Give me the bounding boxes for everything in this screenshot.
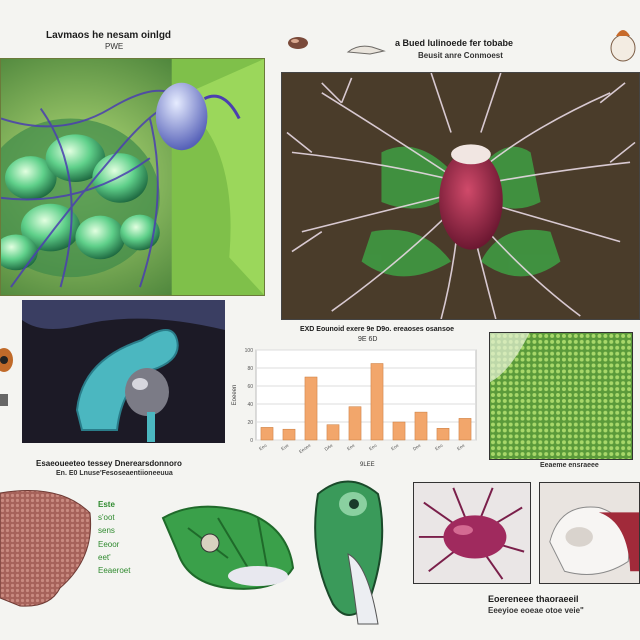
- x-tick-label: Eeo: [368, 442, 378, 451]
- x-tick-label: Eeo: [434, 442, 444, 451]
- caption-top-right-sub: Beusit anre Conmoest: [418, 51, 503, 60]
- x-tick-label: Eee: [456, 442, 466, 451]
- caption-mid-left: Esaeoueeteo tessey Dnerearsdonnoro: [36, 459, 182, 468]
- x-tick-label: Dee: [412, 442, 422, 451]
- chart-bar: [326, 424, 340, 441]
- edge-small-icon: [0, 394, 8, 406]
- bottom-label: s'oot: [98, 513, 115, 523]
- green-creature-panel: [158, 498, 298, 596]
- small-specimen-icon: [288, 37, 308, 49]
- y-tick-label: 20: [247, 420, 253, 426]
- caption-mid-left-sub: En. E0 Lnuse'Fesoseaentiioneeuua: [56, 470, 173, 477]
- caption-top-left-sub: PWE: [105, 42, 124, 51]
- caption-top-right: a Bued lulinoede fer tobabe: [395, 38, 514, 48]
- chart-bar: [304, 376, 318, 441]
- bar-chart: 100 80 60 40 20 0 Eoeeen Eeo Eue Eeoee DAe Eee Eeo Eo…: [232, 348, 477, 454]
- caption-top-left: Lavmaos he nesam oinlgd: [46, 30, 172, 41]
- chart-bar: [414, 411, 428, 441]
- bottom-label: Eeoor: [98, 539, 120, 549]
- x-tick-label: DAe: [324, 442, 334, 451]
- root-organ-panel: [281, 72, 640, 320]
- chart-bar: [370, 363, 384, 441]
- chart-bar: [348, 406, 362, 441]
- bottom-labels: Este s'oot sens Eeoor eet' Eeaeroet: [98, 500, 168, 575]
- bottom-label: Eeaeroet: [98, 565, 131, 575]
- chart-plot-area: [255, 349, 477, 441]
- green-pod-panel: [308, 474, 390, 626]
- bottom-label: eet': [98, 552, 111, 562]
- chart-title-sub: 9E 6D: [358, 336, 378, 343]
- y-tick-label: 0: [250, 438, 253, 444]
- bottom-label: sens: [98, 526, 115, 536]
- y-axis-label: Eoeeen: [232, 385, 238, 406]
- edge-eye-icon: [0, 348, 13, 372]
- chart-bar: [458, 418, 472, 441]
- chart-bar: [282, 428, 296, 441]
- x-tick-label: Eeo: [258, 442, 268, 451]
- caption-mid-right: Eeaeme ensraeee: [540, 462, 599, 469]
- chart-title: EXD Eounoid exere 9e D9o. ereaoses osans…: [299, 326, 455, 333]
- caption-bottom-right-sub: Eeeyioe eoeae otoe veie": [488, 606, 584, 615]
- green-organ-panel: [0, 58, 265, 296]
- x-tick-label: Eue: [280, 442, 290, 451]
- spiny-specimen-panel: [413, 482, 531, 584]
- x-tick-label: Eeoee: [298, 442, 312, 454]
- green-tissue-panel: [489, 332, 633, 460]
- x-tick-label: Eoe: [390, 442, 400, 451]
- small-figure-icon: [610, 30, 636, 62]
- y-tick-label: 40: [247, 402, 253, 408]
- small-shell-icon: [346, 45, 386, 55]
- chart-bar: [392, 421, 406, 441]
- bottom-label: Este: [98, 500, 115, 509]
- y-tick-label: 60: [247, 384, 253, 390]
- brown-organ-panel: [0, 488, 96, 608]
- bone-structure-panel: [22, 300, 225, 443]
- y-tick-label: 100: [245, 348, 254, 354]
- caption-bottom-right: Eoereneee thaoraeeil: [488, 594, 579, 604]
- white-organ-panel: [539, 482, 640, 584]
- chart-x-caption: 9LEE: [360, 462, 375, 468]
- y-tick-label: 80: [247, 366, 253, 372]
- chart-bar: [260, 427, 274, 441]
- x-tick-label: Eee: [346, 442, 356, 451]
- chart-bar: [436, 428, 450, 441]
